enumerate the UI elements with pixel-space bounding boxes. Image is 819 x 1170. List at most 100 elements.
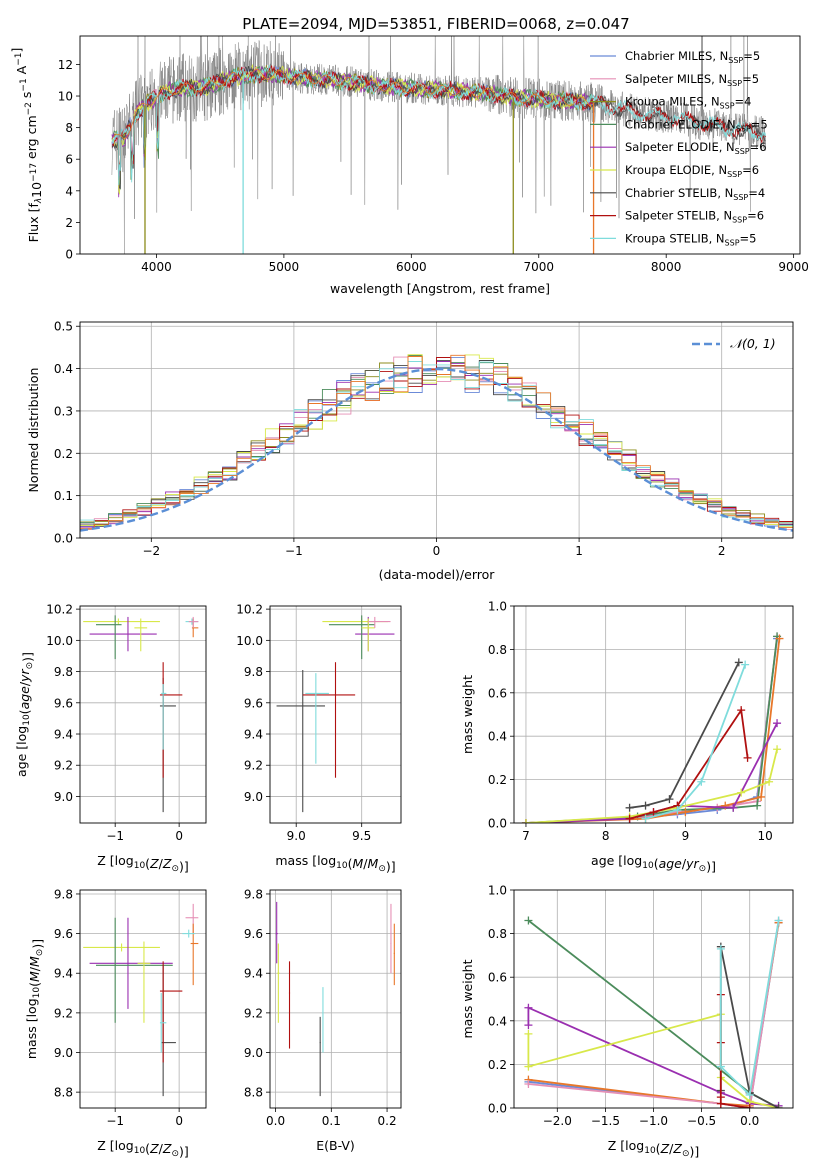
series-marker bbox=[729, 803, 738, 812]
plot-area bbox=[80, 354, 793, 532]
y-tick-label: 9.4 bbox=[54, 728, 73, 742]
y-tick-label: 0.3 bbox=[54, 404, 73, 418]
legend-sub: SSP bbox=[735, 147, 750, 156]
x-axis-label: E(B-V) bbox=[316, 1138, 355, 1153]
y-axis-label: mass weight bbox=[460, 959, 475, 1038]
legend-name: Kroupa MILES, N bbox=[625, 95, 720, 109]
label-part: erg cm bbox=[24, 115, 39, 163]
x-tick-label: 9.0 bbox=[287, 829, 306, 843]
label-part: mass [log bbox=[275, 853, 336, 868]
x-tick-label: 7 bbox=[522, 829, 530, 843]
figure-title: PLATE=2094, MJD=53851, FIBERID=0068, z=0… bbox=[242, 15, 629, 33]
legend-name: Salpeter STELIB, N bbox=[625, 209, 732, 223]
x-axis-label: mass [log10(M/M⊙)] bbox=[275, 853, 395, 874]
panel-6: 0.0 0.1 0.2 8.8 9.0 9.2 9.4 9.6 9.8 E(B-V) bbox=[244, 887, 402, 1153]
x-tick-label: −0.5 bbox=[687, 1114, 716, 1128]
label-part: Flux [f bbox=[26, 203, 41, 243]
y-tick-label: 10 bbox=[58, 90, 73, 104]
label-part: yr bbox=[17, 669, 32, 683]
label-part: ⊙ bbox=[378, 864, 386, 874]
label-part: / bbox=[669, 1141, 674, 1156]
label-part: ( bbox=[145, 856, 150, 871]
legend-name: Chabrier MILES, N bbox=[625, 49, 728, 63]
label-part: ( bbox=[17, 709, 32, 714]
series-marker bbox=[716, 1062, 725, 1071]
plot-area bbox=[83, 615, 199, 813]
y-tick-label: 8.8 bbox=[244, 1086, 263, 1100]
x-tick-label: −1 bbox=[106, 1114, 124, 1128]
axes-frame bbox=[79, 321, 794, 539]
legend-n: =5 bbox=[743, 49, 760, 63]
x-tick-label: 8 bbox=[602, 829, 610, 843]
axes-frame bbox=[79, 35, 801, 255]
plot-area bbox=[275, 901, 395, 1097]
legend-name: Salpeter MILES, N bbox=[625, 72, 727, 86]
series-marker bbox=[774, 916, 783, 925]
label-part: ( bbox=[145, 1141, 150, 1156]
series-line bbox=[719, 920, 780, 1097]
legend-sub: SSP bbox=[725, 238, 740, 247]
legend-n: =4 bbox=[735, 95, 752, 109]
legend-n: =6 bbox=[747, 209, 764, 223]
y-tick-label: 9.4 bbox=[54, 967, 73, 981]
x-tick-label: 4000 bbox=[141, 260, 172, 274]
label-part: 10 bbox=[336, 861, 348, 871]
legend: 𝒩(0, 1) bbox=[692, 336, 776, 351]
y-tick-label: 0.2 bbox=[488, 1058, 507, 1072]
x-tick-label: −2.0 bbox=[543, 1114, 572, 1128]
y-tick-label: 10.0 bbox=[46, 634, 73, 648]
label-part: Z bbox=[162, 1141, 172, 1156]
label-part: ( bbox=[654, 856, 659, 871]
label-part: ] bbox=[9, 48, 24, 53]
label-part: yr bbox=[685, 856, 699, 871]
series-marker bbox=[697, 777, 706, 786]
label-part: )] bbox=[30, 939, 45, 949]
y-tick-label: 12 bbox=[58, 58, 73, 72]
y-tick-label: 0.4 bbox=[488, 1014, 507, 1028]
label-part: )] bbox=[386, 859, 396, 874]
series-marker bbox=[743, 753, 752, 762]
axes-frame bbox=[513, 605, 794, 824]
axes-frame bbox=[79, 605, 207, 824]
x-axis-label: wavelength [Angstrom, rest frame] bbox=[330, 281, 550, 296]
legend-sub: SSP bbox=[736, 124, 751, 133]
x-axis-label: (data-model)/error bbox=[379, 567, 496, 582]
legend-name: Kroupa ELODIE, N bbox=[625, 163, 727, 177]
y-tick-label: 9.0 bbox=[54, 790, 73, 804]
label-part: 10 bbox=[644, 1146, 656, 1156]
x-tick-label: −1.0 bbox=[639, 1114, 668, 1128]
label-part: 10 bbox=[22, 714, 32, 726]
label-part: ( bbox=[656, 1141, 661, 1156]
label-part: M bbox=[353, 856, 364, 871]
label-part: age [log bbox=[591, 853, 642, 868]
legend-entry: Kroupa ELODIE, NSSP=6 bbox=[625, 163, 759, 179]
y-tick-label: 9.0 bbox=[244, 790, 263, 804]
y-tick-label: 9.2 bbox=[54, 1006, 73, 1020]
x-tick-label: 0 bbox=[175, 829, 183, 843]
label-part: −17 bbox=[29, 163, 39, 182]
x-tick-label: 8000 bbox=[651, 260, 682, 274]
grid bbox=[270, 606, 401, 823]
series-line bbox=[645, 664, 747, 820]
label-part: 10 bbox=[134, 1146, 146, 1156]
label-part: ⊙ bbox=[699, 864, 707, 874]
y-tick-label: 9.8 bbox=[244, 665, 263, 679]
legend-n: =5 bbox=[742, 72, 759, 86]
legend-sub: SSP bbox=[720, 102, 735, 111]
y-tick-label: 1.0 bbox=[488, 600, 507, 614]
legend-n: =6 bbox=[750, 140, 767, 154]
plot-area bbox=[276, 615, 395, 813]
y-tick-label: 6 bbox=[65, 153, 73, 167]
plot-area bbox=[111, 36, 766, 254]
y-axis-label: Flux [fλ10−17 erg cm−2 s−1 A−1] bbox=[9, 48, 44, 243]
x-tick-label: 5000 bbox=[269, 260, 300, 274]
y-tick-label: 10.2 bbox=[236, 603, 263, 617]
y-tick-label: 9.2 bbox=[244, 759, 263, 773]
legend-n: =6 bbox=[742, 163, 759, 177]
legend-n: =5 bbox=[740, 231, 757, 245]
x-tick-label: 0.2 bbox=[378, 1114, 397, 1128]
label-part: Z bbox=[672, 1141, 682, 1156]
grid bbox=[514, 889, 793, 1109]
label-part: / bbox=[159, 1141, 164, 1156]
label-part: M bbox=[368, 856, 379, 871]
